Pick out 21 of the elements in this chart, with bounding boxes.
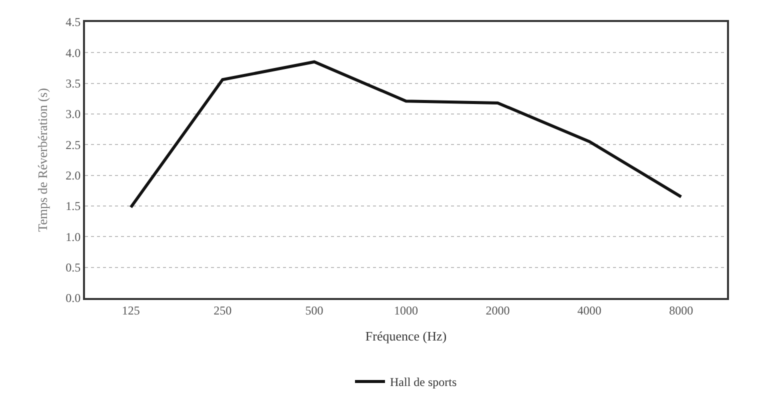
y-tick-label: 0.5: [66, 260, 81, 275]
y-axis-title: Temps de Réverbération (s): [35, 88, 50, 232]
y-tick-label: 1.0: [66, 230, 81, 244]
y-tick-label: 3.0: [66, 107, 81, 122]
x-tick-label: 2000: [486, 303, 510, 318]
x-tick-label: 1000: [394, 303, 418, 318]
x-tick-label: 500: [305, 303, 324, 318]
y-tick-label: 4.5: [66, 15, 81, 30]
x-tick-label: 8000: [669, 303, 694, 318]
y-tick-label: 3.5: [66, 76, 81, 91]
legend-label: Hall de sports: [390, 375, 457, 390]
y-tick-label: 0.0: [66, 291, 81, 306]
y-tick-label: 4.0: [66, 46, 81, 60]
y-tick-label: 2.0: [66, 168, 81, 183]
x-tick-label: 250: [214, 303, 232, 318]
line-series: [129, 60, 683, 209]
x-tick-label: 125: [122, 303, 140, 318]
y-tick-label: 1.5: [66, 199, 81, 214]
x-tick-label: 4000: [577, 303, 602, 318]
y-tick-label: 2.5: [66, 138, 81, 152]
x-axis-title: Fréquence (Hz): [365, 328, 447, 344]
